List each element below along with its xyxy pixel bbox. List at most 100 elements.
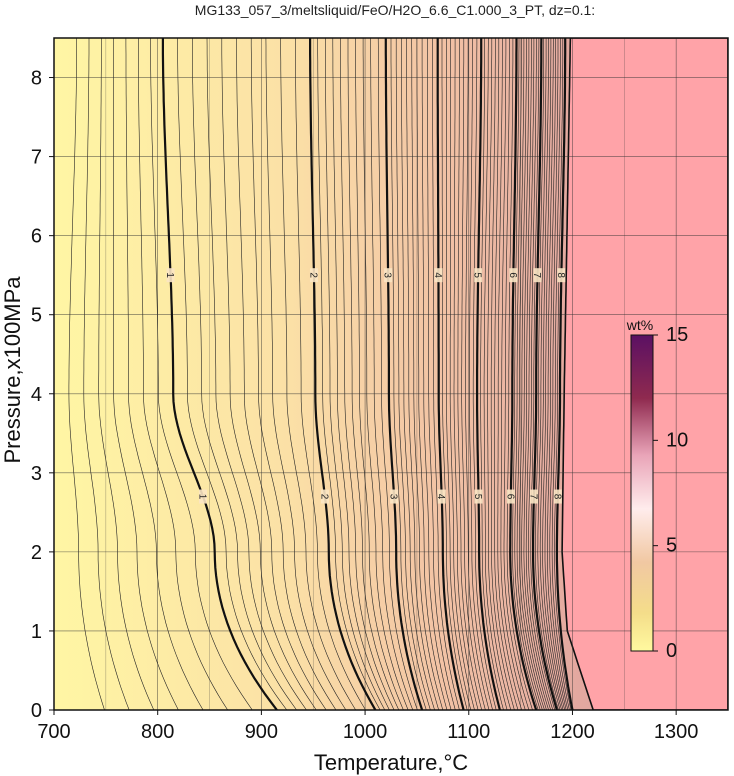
- minor-contour: [449, 38, 475, 710]
- minor-contour: [519, 38, 545, 710]
- minor-contour: [432, 38, 460, 710]
- minor-contour: [98, 38, 155, 710]
- minor-contour: [506, 38, 533, 710]
- minor-contour: [530, 38, 556, 710]
- minor-contour: [523, 38, 549, 710]
- x-tick-label: 1200: [550, 721, 595, 743]
- x-tick-label: 1000: [343, 721, 388, 743]
- minor-contour: [265, 38, 347, 710]
- minor-contour: [537, 38, 561, 710]
- contour-label-bg: [434, 268, 443, 283]
- minor-contour: [362, 38, 409, 710]
- minor-contour: [465, 38, 490, 710]
- contour-label-bg: [533, 268, 542, 283]
- contour-label: 5: [472, 494, 483, 500]
- minor-contour: [551, 38, 570, 710]
- major-contour-layer: 1 1 2 2 3 3 4 4 5 5 6 6 7 7 8 8: [161, 38, 574, 710]
- contour-label-bg: [199, 489, 208, 504]
- colorbar-tick-label: 15: [666, 324, 688, 346]
- y-tick-label: 8: [31, 68, 42, 90]
- x-tick-label: 900: [245, 721, 278, 743]
- y-tick-label: 1: [31, 621, 42, 643]
- contour-label-bg: [506, 489, 515, 504]
- major-contour-6: [509, 38, 538, 710]
- contour-layer: [68, 38, 572, 710]
- minor-contour: [370, 38, 414, 710]
- contour-label: 1: [197, 494, 208, 500]
- colorbar-gradient: [630, 334, 654, 652]
- minor-contour: [83, 38, 130, 710]
- major-contour-4: [436, 38, 465, 710]
- minor-contour: [340, 38, 395, 710]
- minor-contour: [503, 38, 530, 710]
- contour-label-bg: [320, 489, 329, 504]
- major-contour-1: [161, 38, 278, 710]
- minor-contour: [480, 38, 504, 710]
- minor-contour: [427, 38, 456, 710]
- minor-contour: [395, 38, 431, 710]
- major-contour-3: [384, 38, 424, 710]
- contour-label-bg: [309, 268, 318, 283]
- contour-label: 2: [318, 494, 329, 500]
- x-tick-label: 1100: [447, 721, 490, 743]
- minor-contour: [401, 38, 435, 710]
- colorbar-tick-label: 0: [666, 640, 677, 662]
- contour-label: 6: [507, 272, 518, 278]
- contour-label: 3: [388, 494, 399, 500]
- contour-label-bg: [384, 268, 393, 283]
- contour-label: 8: [555, 272, 566, 278]
- contour-label: 6: [504, 494, 515, 500]
- minor-contour: [390, 38, 427, 710]
- minor-contour: [317, 38, 381, 710]
- chart-title: MG133_057_3/meltsliquid/FeO/H2O_6.6_C1.0…: [195, 2, 595, 18]
- minor-contour: [138, 38, 228, 710]
- minor-contour: [544, 38, 565, 710]
- minor-contour: [469, 38, 493, 710]
- contour-label: 3: [382, 272, 393, 278]
- minor-contour: [68, 38, 105, 710]
- major-contour-5: [476, 38, 501, 710]
- minor-contour: [542, 38, 564, 710]
- minor-contour: [411, 38, 444, 710]
- contour-label-bg: [166, 268, 175, 283]
- minor-contour: [377, 38, 418, 710]
- contour-label-bg: [529, 489, 538, 504]
- colorbar-unit-label: wt%: [626, 317, 653, 333]
- contour-label-bg: [553, 489, 562, 504]
- minor-contour: [177, 38, 288, 710]
- major-contour-7: [532, 38, 558, 710]
- minor-contour: [539, 38, 562, 710]
- minor-contour: [483, 38, 508, 710]
- contour-label-bg: [509, 268, 518, 283]
- minor-contour: [549, 38, 569, 710]
- y-tick-label: 0: [31, 700, 42, 722]
- contour-label-bg: [390, 489, 399, 504]
- contour-label: 8: [551, 494, 562, 500]
- minor-contour: [497, 38, 522, 710]
- x-tick-label: 1300: [654, 721, 699, 743]
- contour-label: 7: [531, 272, 542, 278]
- minor-contour: [421, 38, 452, 710]
- minor-contour: [446, 38, 472, 710]
- minor-contour: [453, 38, 479, 710]
- y-tick-label: 4: [31, 384, 42, 406]
- y-axis: 0 1 2 3 4 5 6 7 8: [31, 68, 54, 722]
- contour-label-bg: [557, 268, 566, 283]
- minor-contour: [525, 38, 551, 710]
- contour-label: 4: [432, 272, 443, 278]
- minor-contour: [416, 38, 448, 710]
- minor-contour: [236, 38, 327, 710]
- y-tick-label: 2: [31, 542, 42, 564]
- minor-contour: [535, 38, 559, 710]
- minor-contour: [250, 38, 337, 710]
- plot-area: 1 1 2 2 3 3 4 4 5 5 6 6 7 7 8 8: [53, 37, 729, 711]
- minor-contour: [441, 38, 468, 710]
- minor-contour: [528, 38, 554, 710]
- minor-contour: [113, 38, 179, 710]
- minor-contour: [125, 38, 204, 710]
- minor-contour: [295, 38, 366, 710]
- minor-contour: [347, 38, 400, 710]
- contour-label: 1: [164, 272, 175, 278]
- minor-contour: [490, 38, 515, 710]
